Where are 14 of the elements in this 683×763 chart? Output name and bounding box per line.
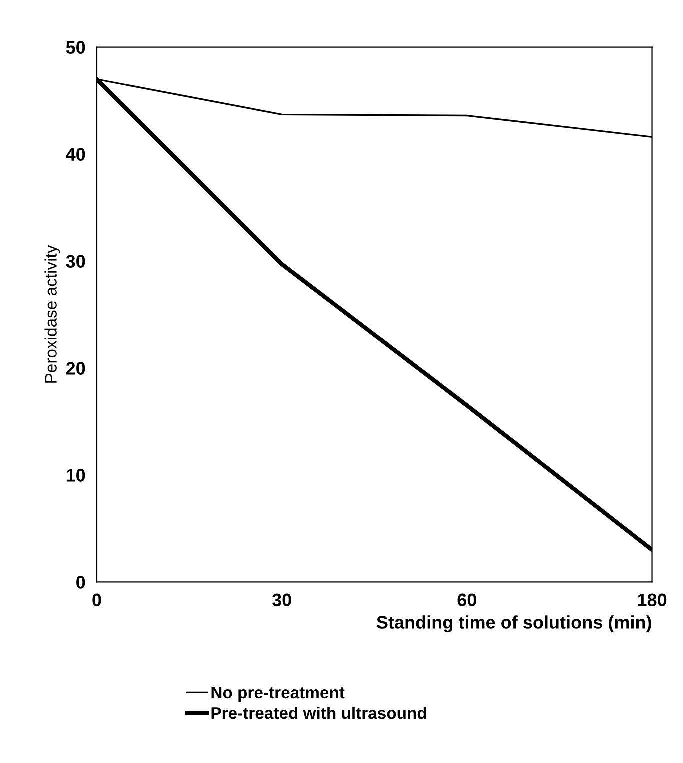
y-tick-label: 30 xyxy=(66,255,86,268)
y-tick-label: 10 xyxy=(66,469,86,482)
y-tick-label: 0 xyxy=(76,576,86,589)
x-tick-label: 180 xyxy=(638,594,667,607)
legend-label: Pre-treated with ultrasound xyxy=(212,706,426,720)
x-tick-label: 0 xyxy=(92,594,102,607)
y-tick-label: 20 xyxy=(66,362,86,375)
y-tick-label: 50 xyxy=(66,41,86,54)
y-axis-title: Peroxidase activity xyxy=(44,245,60,383)
x-tick-label: 60 xyxy=(458,594,476,607)
x-tick-label: 30 xyxy=(272,594,292,607)
y-tick-label: 40 xyxy=(66,148,86,161)
legend-label: No pre-treatment xyxy=(212,687,345,702)
x-axis-title: Standing time of solutions (min) xyxy=(376,616,652,633)
